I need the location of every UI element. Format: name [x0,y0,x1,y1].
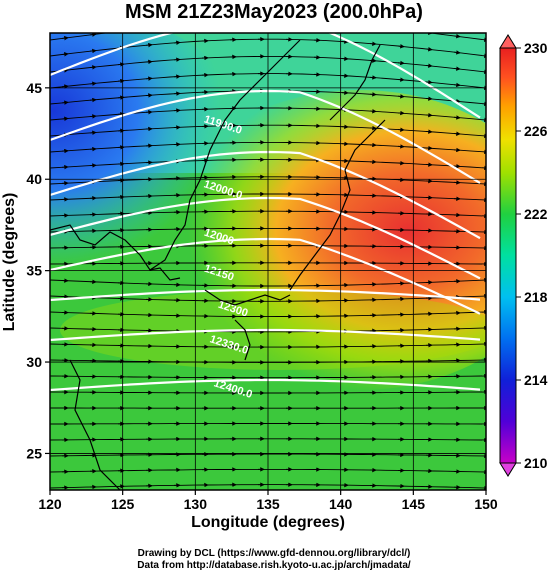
y-axis-ticks: 25 30 35 40 45 [26,80,50,461]
x-tick-label: 125 [111,496,135,512]
x-axis-title: Longitude (degrees) [191,514,345,531]
colorbar-tick-label: 210 [524,455,548,471]
x-tick-label: 135 [256,496,280,512]
colorbar-tick-label: 230 [524,40,548,56]
x-tick-label: 150 [474,496,498,512]
y-tick-label: 35 [26,263,42,279]
coastlines [50,39,386,490]
colorbar-tick-label: 214 [524,372,548,388]
colorbar-tick-label: 226 [524,123,548,139]
colorbar-tick-label: 222 [524,206,548,222]
y-tick-label: 40 [26,171,42,187]
x-tick-label: 140 [329,496,353,512]
x-tick-label: 130 [184,496,208,512]
y-tick-label: 45 [26,80,42,96]
credit-drawing: Drawing by DCL (https://www.gfd-dennou.o… [137,548,411,559]
y-axis-title: Latitude (degrees) [1,193,18,332]
colorbar-tick-label: 218 [524,289,548,305]
y-tick-label: 25 [26,445,42,461]
credit-data: Data from http://database.rish.kyoto-u.a… [137,560,411,571]
x-tick-label: 120 [38,496,62,512]
y-tick-label: 30 [26,354,42,370]
x-axis-ticks: 120 125 130 135 140 145 150 [38,490,498,512]
temperature-field: 11900.012000.012000121501230012330.01240… [50,33,486,490]
x-tick-label: 145 [402,496,426,512]
lat-lon-grid [50,33,486,490]
map-title: MSM 21Z23May2023 (200.0hPa) [125,1,423,23]
colorbar: 210 214 218 222 226 230 [499,34,548,477]
